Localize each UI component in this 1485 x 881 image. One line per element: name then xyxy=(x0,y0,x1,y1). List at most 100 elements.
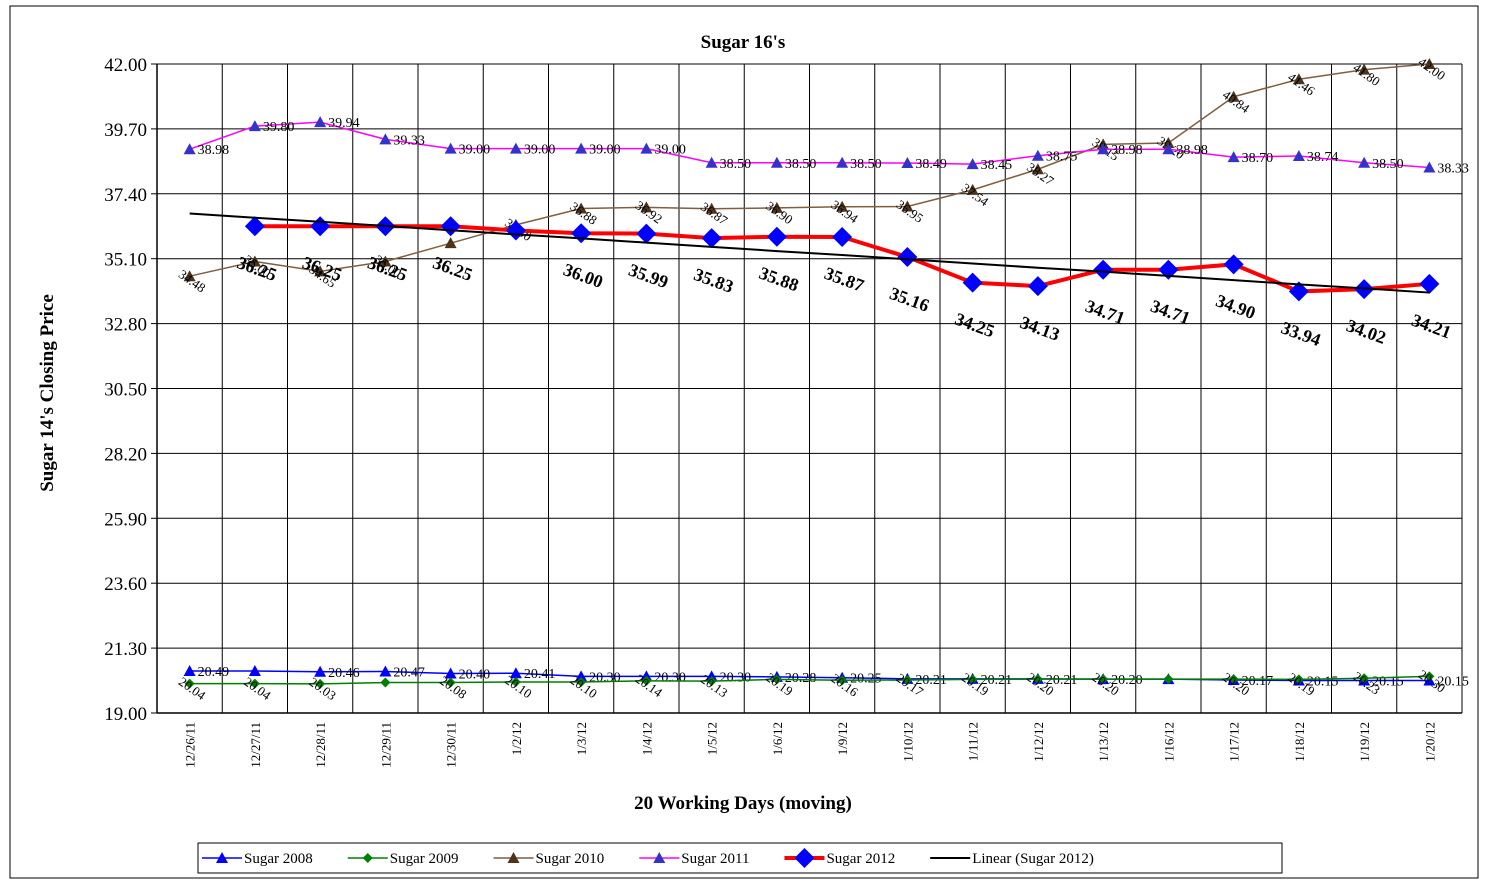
marker xyxy=(183,664,196,676)
data-label: 38.49 xyxy=(915,157,947,172)
marker xyxy=(1423,58,1436,69)
marker xyxy=(1032,674,1043,685)
marker xyxy=(1423,161,1436,173)
marker xyxy=(640,142,653,154)
marker xyxy=(183,270,196,282)
x-tick-label: 1/12/12 xyxy=(1031,722,1046,762)
x-tick-label: 1/11/12 xyxy=(966,722,981,761)
x-tick-label: 1/19/12 xyxy=(1357,722,1372,762)
legend-label: Sugar 2011 xyxy=(681,851,749,867)
data-label: 39.33 xyxy=(393,133,425,148)
marker xyxy=(897,247,918,268)
x-tick-label: 12/29/11 xyxy=(378,722,393,768)
marker xyxy=(444,142,457,154)
data-label: 38.74 xyxy=(1307,150,1339,165)
marker xyxy=(314,116,327,128)
marker xyxy=(444,667,457,679)
marker xyxy=(183,143,196,155)
data-label: 39.80 xyxy=(263,120,295,135)
x-tick-label: 1/18/12 xyxy=(1292,722,1307,762)
marker xyxy=(1359,673,1370,684)
y-tick-label: 32.80 xyxy=(104,315,147,336)
legend-marker xyxy=(653,852,666,863)
marker xyxy=(1093,259,1114,280)
data-label: 38.45 xyxy=(981,158,1013,173)
data-label: 39.00 xyxy=(654,143,686,158)
x-tick-label: 1/3/12 xyxy=(574,722,589,755)
marker xyxy=(902,674,913,685)
marker xyxy=(1358,156,1371,168)
legend-marker xyxy=(507,852,520,863)
marker xyxy=(1227,90,1240,102)
marker xyxy=(766,226,787,247)
marker xyxy=(1358,63,1371,75)
series-line xyxy=(189,63,1430,277)
marker xyxy=(379,665,392,677)
legend-label: Sugar 2008 xyxy=(244,851,313,867)
legend-marker xyxy=(216,852,228,863)
marker xyxy=(770,201,783,213)
x-tick-label: 1/5/12 xyxy=(705,722,720,755)
x-tick-label: 1/9/12 xyxy=(835,722,850,755)
marker xyxy=(705,156,718,168)
legend-label: Sugar 2010 xyxy=(536,851,605,867)
data-label: 20.28 xyxy=(785,671,817,686)
marker xyxy=(1227,151,1240,163)
marker xyxy=(837,675,848,686)
x-tick-label: 1/10/12 xyxy=(900,722,915,762)
data-label: 20.21 xyxy=(981,673,1013,688)
data-label: 38.50 xyxy=(1372,157,1404,172)
legend-marker xyxy=(362,853,373,863)
marker xyxy=(575,202,588,214)
marker xyxy=(314,665,327,677)
marker xyxy=(706,676,717,687)
marker xyxy=(248,120,261,132)
x-tick-label: 12/28/11 xyxy=(313,722,328,768)
marker xyxy=(701,228,722,249)
marker xyxy=(966,158,979,170)
marker xyxy=(314,265,327,277)
y-tick-label: 21.30 xyxy=(104,639,147,660)
data-label: 20.15 xyxy=(1437,675,1469,690)
series-line xyxy=(189,212,1430,294)
data-label: 20.20 xyxy=(1111,673,1143,688)
marker xyxy=(640,201,653,213)
marker xyxy=(962,272,983,293)
marker xyxy=(1097,143,1110,155)
marker xyxy=(445,677,456,688)
data-label: 38.33 xyxy=(1437,162,1469,177)
data-label: 38.50 xyxy=(785,157,817,172)
x-tick-label: 1/13/12 xyxy=(1096,722,1111,762)
marker xyxy=(315,678,326,689)
marker xyxy=(836,156,849,168)
marker xyxy=(509,142,522,154)
y-tick-label: 28.20 xyxy=(104,444,147,465)
marker xyxy=(184,678,195,689)
marker xyxy=(770,156,783,168)
y-tick-label: 23.60 xyxy=(104,574,147,595)
marker xyxy=(1027,276,1048,297)
data-label: 39.00 xyxy=(524,143,556,158)
marker xyxy=(575,142,588,154)
data-label: 38.50 xyxy=(720,157,752,172)
marker xyxy=(1292,73,1305,85)
x-tick-label: 1/16/12 xyxy=(1161,722,1176,762)
marker xyxy=(1098,674,1109,685)
marker xyxy=(836,200,849,212)
marker xyxy=(1424,671,1435,682)
x-tick-label: 1/2/12 xyxy=(509,722,524,755)
data-label: 39.00 xyxy=(459,143,491,158)
marker xyxy=(771,674,782,685)
marker xyxy=(901,157,914,169)
x-tick-label: 1/17/12 xyxy=(1227,722,1242,762)
data-label: 20.21 xyxy=(1046,673,1078,688)
marker xyxy=(380,677,391,688)
marker xyxy=(641,675,652,686)
legend-marker xyxy=(794,848,815,868)
x-tick-label: 1/6/12 xyxy=(770,722,785,755)
data-label: 38.70 xyxy=(1242,151,1274,166)
marker xyxy=(636,223,657,244)
y-tick-label: 37.40 xyxy=(104,185,147,206)
